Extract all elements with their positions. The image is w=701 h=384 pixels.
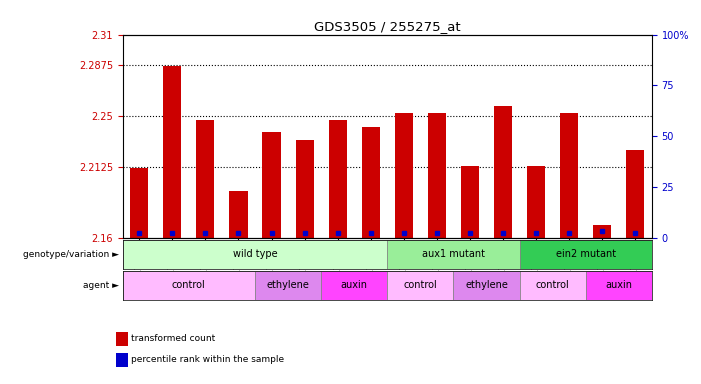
Bar <box>262 132 280 238</box>
Text: agent ►: agent ► <box>83 281 119 290</box>
Text: control: control <box>172 280 205 290</box>
Text: aux1 mutant: aux1 mutant <box>422 249 485 260</box>
Bar <box>395 113 413 238</box>
Bar <box>519 240 652 269</box>
Text: ethylene: ethylene <box>465 280 508 290</box>
Text: control: control <box>536 280 570 290</box>
Bar <box>560 113 578 238</box>
Bar <box>626 150 644 238</box>
Bar <box>123 271 255 300</box>
Text: genotype/variation ►: genotype/variation ► <box>23 250 119 259</box>
Text: auxin: auxin <box>606 280 632 290</box>
Bar <box>387 271 454 300</box>
Bar <box>255 271 321 300</box>
Bar <box>387 240 519 269</box>
Bar <box>519 271 586 300</box>
Text: auxin: auxin <box>341 280 368 290</box>
Text: ein2 mutant: ein2 mutant <box>556 249 616 260</box>
Bar <box>362 127 380 238</box>
Bar <box>296 141 314 238</box>
Bar <box>527 166 545 238</box>
Text: control: control <box>404 280 437 290</box>
Bar <box>229 190 247 238</box>
Bar <box>321 271 387 300</box>
Bar <box>586 271 652 300</box>
Bar <box>494 106 512 238</box>
Text: ethylene: ethylene <box>266 280 310 290</box>
Bar <box>163 66 182 238</box>
Bar <box>196 120 215 238</box>
Text: percentile rank within the sample: percentile rank within the sample <box>131 355 284 364</box>
Title: GDS3505 / 255275_at: GDS3505 / 255275_at <box>314 20 461 33</box>
Bar <box>593 225 611 238</box>
Bar <box>123 240 387 269</box>
Text: wild type: wild type <box>233 249 278 260</box>
Bar <box>329 120 347 238</box>
Bar <box>428 113 446 238</box>
Bar <box>454 271 519 300</box>
Bar <box>461 166 479 238</box>
Bar <box>130 167 149 238</box>
Text: transformed count: transformed count <box>131 334 215 343</box>
